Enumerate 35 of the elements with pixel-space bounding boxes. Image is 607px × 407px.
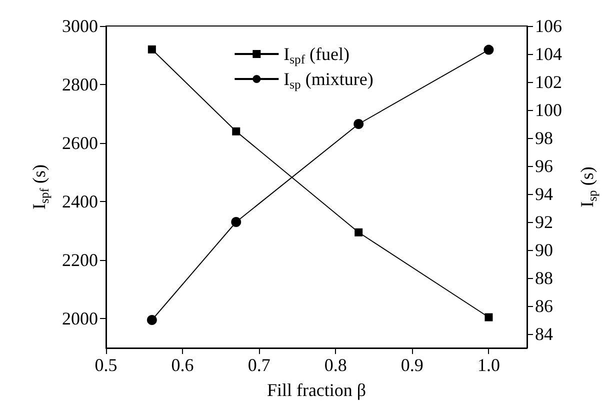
point bbox=[354, 228, 363, 236]
y-tick-label: 2400 bbox=[62, 192, 98, 212]
y2-tick-label: 102 bbox=[535, 72, 562, 92]
y2-tick-label: 88 bbox=[535, 268, 553, 288]
y2-tick-label: 86 bbox=[535, 296, 553, 316]
x-tick-label: 0.5 bbox=[94, 355, 118, 375]
y2-tick-label: 92 bbox=[535, 212, 553, 232]
y-tick-label: 2200 bbox=[62, 250, 98, 270]
x-axis-title: Fill fraction β bbox=[266, 380, 366, 400]
y-axis-title: Ispf (s) bbox=[29, 164, 52, 210]
y2-tick-label: 96 bbox=[535, 156, 553, 176]
point bbox=[484, 313, 493, 322]
y2-tick-label: 106 bbox=[535, 16, 562, 36]
y-tick-label: 2800 bbox=[62, 74, 98, 95]
point bbox=[231, 217, 242, 227]
point bbox=[484, 44, 494, 55]
x-tick-label: 0.6 bbox=[171, 355, 194, 375]
point bbox=[146, 315, 157, 325]
y-tick-label: 2000 bbox=[62, 308, 98, 329]
point bbox=[354, 119, 364, 129]
y2-tick-label: 100 bbox=[535, 100, 562, 120]
y-tick-label: 3000 bbox=[62, 16, 98, 36]
y2-axis-title: Isp (s) bbox=[577, 166, 600, 208]
point bbox=[148, 45, 156, 54]
y2-tick-label: 104 bbox=[535, 44, 562, 64]
x-tick-label: 0.9 bbox=[400, 355, 424, 375]
point bbox=[232, 127, 240, 136]
x-tick-label: 1.0 bbox=[477, 355, 500, 375]
x-tick-label: 0.7 bbox=[248, 355, 270, 375]
y2-tick-label: 84 bbox=[535, 324, 553, 344]
y2-tick-label: 90 bbox=[535, 240, 553, 260]
y2-tick-label: 94 bbox=[535, 184, 553, 204]
y-tick-label: 2600 bbox=[62, 133, 98, 154]
x-tick-label: 0.8 bbox=[324, 355, 347, 375]
y2-tick-label: 98 bbox=[535, 128, 553, 148]
